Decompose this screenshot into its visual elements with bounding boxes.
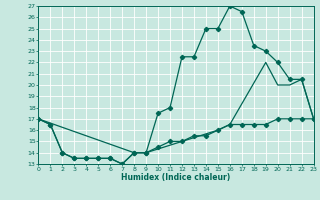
X-axis label: Humidex (Indice chaleur): Humidex (Indice chaleur) (121, 173, 231, 182)
